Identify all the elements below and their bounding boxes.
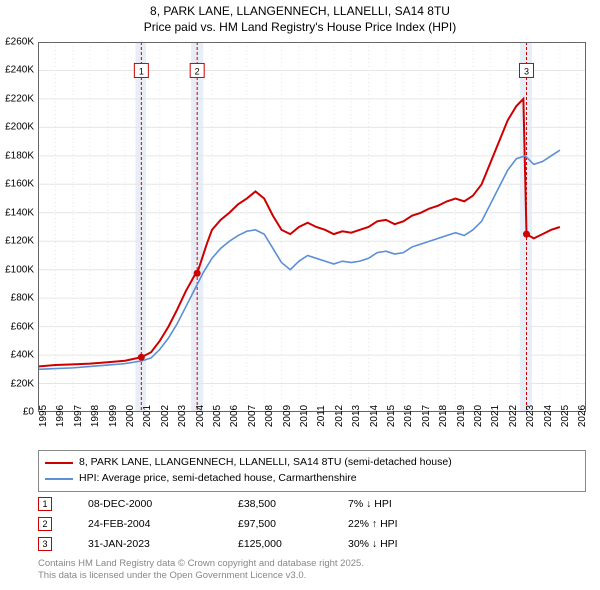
x-axis-tick-label: 2011	[316, 405, 327, 427]
x-axis-tick-label: 2003	[177, 405, 188, 427]
x-axis-tick-label: 2007	[247, 405, 258, 427]
x-axis-tick-label: 2013	[351, 405, 362, 427]
svg-text:3: 3	[524, 66, 529, 76]
sale-row: 3 31-JAN-2023£125,00030% ↓ HPI	[38, 534, 586, 554]
x-axis-tick-label: 1997	[73, 405, 84, 427]
sale-date: 31-JAN-2023	[88, 538, 238, 550]
x-axis-tick-label: 2021	[490, 405, 501, 427]
svg-text:2: 2	[195, 66, 200, 76]
x-axis-tick-label: 2015	[386, 405, 397, 427]
x-axis-tick-label: 2000	[125, 405, 136, 427]
y-axis-tick-label: £180K	[0, 150, 34, 161]
x-axis-tick-label: 1995	[38, 405, 49, 427]
footer-line-1: Contains HM Land Registry data © Crown c…	[38, 558, 364, 569]
x-axis-tick-label: 2017	[421, 405, 432, 427]
y-axis-tick-label: £80K	[0, 293, 34, 304]
x-axis-tick-label: 1998	[90, 405, 101, 427]
y-axis-tick-label: £40K	[0, 350, 34, 361]
sale-hpi-diff: 7% ↓ HPI	[348, 498, 448, 510]
x-axis-tick-label: 2018	[438, 405, 449, 427]
sale-price: £97,500	[238, 518, 348, 530]
legend: 8, PARK LANE, LLANGENNECH, LLANELLI, SA1…	[38, 450, 586, 492]
x-axis-tick-label: 2025	[560, 405, 571, 427]
footer-line-2: This data is licensed under the Open Gov…	[38, 570, 306, 581]
sale-price: £38,500	[238, 498, 348, 510]
x-axis-tick-label: 2020	[473, 405, 484, 427]
sale-date: 08-DEC-2000	[88, 498, 238, 510]
x-axis-tick-label: 1999	[108, 405, 119, 427]
footer-attribution: Contains HM Land Registry data © Crown c…	[38, 558, 364, 582]
x-axis-tick-label: 2026	[577, 405, 588, 427]
y-axis-tick-label: £220K	[0, 93, 34, 104]
chart-title: 8, PARK LANE, LLANGENNECH, LLANELLI, SA1…	[0, 0, 600, 35]
legend-item: 8, PARK LANE, LLANGENNECH, LLANELLI, SA1…	[45, 455, 579, 471]
x-axis-tick-label: 2002	[160, 405, 171, 427]
sale-date: 24-FEB-2004	[88, 518, 238, 530]
x-axis-tick-label: 1996	[55, 405, 66, 427]
sale-row: 1 08-DEC-2000£38,5007% ↓ HPI	[38, 494, 586, 514]
x-axis-tick-label: 2023	[525, 405, 536, 427]
x-axis-tick-label: 2012	[334, 405, 345, 427]
x-axis-tick-label: 2009	[282, 405, 293, 427]
y-axis-tick-label: £240K	[0, 65, 34, 76]
y-axis-tick-label: £120K	[0, 236, 34, 247]
sale-marker-box: 3	[38, 537, 52, 551]
x-axis-tick-label: 2006	[229, 405, 240, 427]
y-axis-tick-label: £140K	[0, 207, 34, 218]
y-axis-tick-label: £100K	[0, 264, 34, 275]
sale-marker-box: 2	[38, 517, 52, 531]
x-axis-tick-label: 2010	[299, 405, 310, 427]
x-axis-tick-label: 2016	[403, 405, 414, 427]
sale-price: £125,000	[238, 538, 348, 550]
sale-hpi-diff: 22% ↑ HPI	[348, 518, 448, 530]
y-axis-tick-label: £200K	[0, 122, 34, 133]
svg-text:1: 1	[139, 66, 144, 76]
legend-item: HPI: Average price, semi-detached house,…	[45, 471, 579, 487]
y-axis-tick-label: £260K	[0, 37, 34, 48]
sale-row: 2 24-FEB-2004£97,50022% ↑ HPI	[38, 514, 586, 534]
legend-swatch	[45, 462, 73, 464]
x-axis-tick-label: 2022	[508, 405, 519, 427]
x-axis-tick-label: 2005	[212, 405, 223, 427]
sale-hpi-diff: 30% ↓ HPI	[348, 538, 448, 550]
x-axis-tick-label: 2008	[264, 405, 275, 427]
x-axis-tick-label: 2014	[369, 405, 380, 427]
legend-label: 8, PARK LANE, LLANGENNECH, LLANELLI, SA1…	[79, 455, 452, 471]
x-axis-tick-label: 2024	[543, 405, 554, 427]
sale-marker-box: 1	[38, 497, 52, 511]
y-axis-tick-label: £20K	[0, 378, 34, 389]
sales-table: 1 08-DEC-2000£38,5007% ↓ HPI 2 24-FEB-2004£…	[38, 494, 586, 554]
title-line-2: Price paid vs. HM Land Registry's House …	[144, 20, 456, 34]
chart-svg: 1 2 3	[38, 42, 586, 412]
y-axis-tick-label: £60K	[0, 321, 34, 332]
x-axis-tick-label: 2001	[142, 405, 153, 427]
x-axis-tick-label: 2004	[195, 405, 206, 427]
legend-label: HPI: Average price, semi-detached house,…	[79, 471, 357, 487]
title-line-1: 8, PARK LANE, LLANGENNECH, LLANELLI, SA1…	[150, 4, 450, 18]
chart-container: 8, PARK LANE, LLANGENNECH, LLANELLI, SA1…	[0, 0, 600, 590]
x-axis-tick-label: 2019	[456, 405, 467, 427]
legend-swatch	[45, 478, 73, 480]
chart-area: 123 £0£20K£40K£60K£80K£100K£120K£140K£16…	[38, 42, 586, 412]
y-axis-tick-label: £160K	[0, 179, 34, 190]
y-axis-tick-label: £0	[0, 407, 34, 418]
